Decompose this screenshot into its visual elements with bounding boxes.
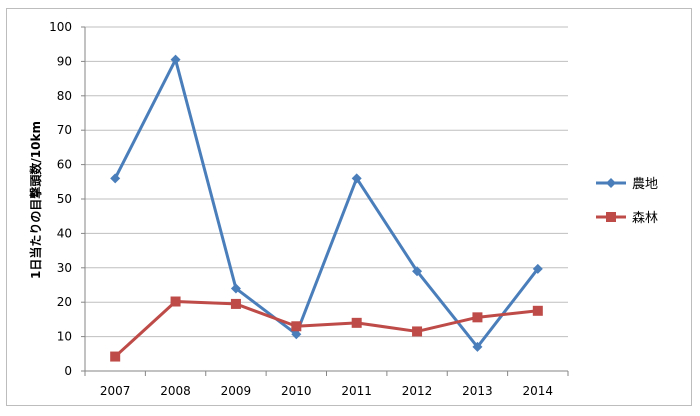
y-tick-label: 0 xyxy=(64,364,72,378)
series-1-point xyxy=(110,351,121,362)
legend-item-0: 農地 xyxy=(596,177,658,192)
x-tick-label: 2008 xyxy=(160,384,191,398)
y-tick-label: 80 xyxy=(57,89,72,103)
series-1-line xyxy=(114,300,538,358)
x-tick-labels: 2007 2008 2009 2010 2011 2012 2013 2014 xyxy=(100,384,553,398)
x-tick-label: 2014 xyxy=(523,384,554,398)
legend-item-1: 森林 xyxy=(596,211,658,226)
legend-label: 森林 xyxy=(632,211,658,226)
y-tick-label: 60 xyxy=(57,158,72,172)
legend-label: 農地 xyxy=(632,177,658,192)
series-0-point xyxy=(351,173,362,184)
y-tick-label: 50 xyxy=(57,192,72,206)
series-1-point xyxy=(351,317,362,328)
x-tick-label: 2011 xyxy=(341,384,372,398)
series-1-point xyxy=(291,321,302,332)
axes xyxy=(81,26,569,376)
y-axis-title: 1日当たりの目撃頭数/10km xyxy=(28,121,43,279)
legend-swatch-marker xyxy=(606,178,616,188)
y-tick-label: 10 xyxy=(57,330,72,344)
y-tick-labels: 0 10 20 30 40 50 60 70 80 90 100 xyxy=(49,20,72,378)
y-tick-label: 90 xyxy=(57,54,72,68)
gridlines xyxy=(85,26,568,338)
series-0-point xyxy=(291,329,302,340)
series-0-point xyxy=(532,263,543,274)
y-tick-label: 40 xyxy=(57,226,72,240)
series-layer xyxy=(110,54,543,362)
x-tick-label: 2007 xyxy=(100,384,131,398)
chart-frame xyxy=(6,8,692,406)
series-1-point xyxy=(230,298,241,309)
series-0-point xyxy=(230,283,241,294)
y-tick-label: 30 xyxy=(57,261,72,275)
x-tick-label: 2009 xyxy=(221,384,252,398)
y-tick-label: 20 xyxy=(57,295,72,309)
legend-swatch-marker xyxy=(606,212,616,222)
series-0-line xyxy=(113,58,539,349)
series-0-point xyxy=(472,341,483,352)
x-tick-label: 2010 xyxy=(281,384,312,398)
series-1-point xyxy=(170,296,181,307)
x-tick-label: 2013 xyxy=(462,384,493,398)
series-0-point xyxy=(110,173,121,184)
y-tick-label: 100 xyxy=(49,20,72,34)
series-1-point xyxy=(472,312,483,323)
series-1-point xyxy=(412,326,423,337)
series-0 xyxy=(110,54,543,352)
series-0-point xyxy=(170,54,181,65)
series-1-point xyxy=(532,305,543,316)
y-tick-label: 70 xyxy=(57,123,72,137)
series-0-point xyxy=(412,266,423,277)
x-tick-label: 2012 xyxy=(402,384,433,398)
series-1 xyxy=(110,296,543,362)
